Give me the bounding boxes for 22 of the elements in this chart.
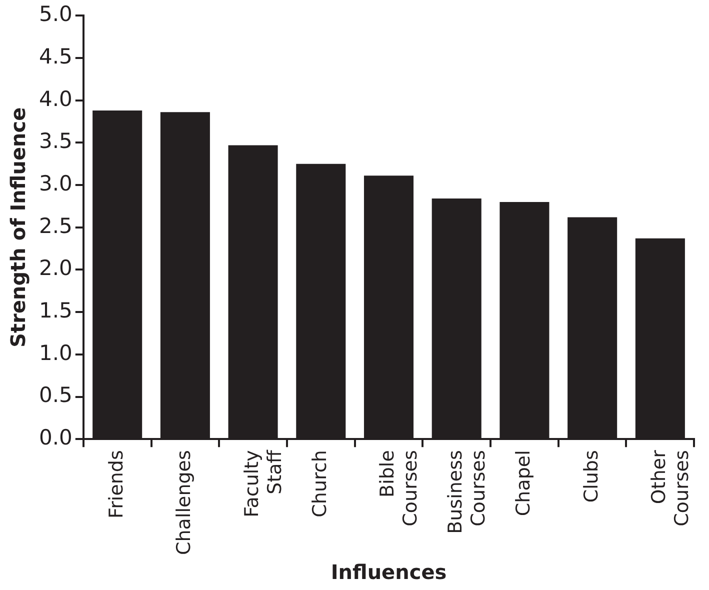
y-tick-label: 5.0 (38, 2, 72, 26)
x-tick-label: Other Courses (648, 450, 693, 526)
y-tick-label: 0.5 (38, 383, 72, 408)
x-tick-label: Bible Courses (376, 450, 422, 526)
y-axis-title: Strength of Influence (6, 107, 30, 348)
x-tick-label: Business Courses (444, 450, 490, 534)
x-tick-label: Friends (105, 450, 128, 518)
x-tick-label: Church (308, 450, 331, 518)
y-tick-label: 1.5 (38, 298, 72, 323)
y-tick-label: 2.5 (38, 214, 72, 238)
x-tick-label: Chapel (512, 450, 534, 516)
y-tick-label: 0.0 (38, 426, 72, 450)
y-tick-label: 2.0 (38, 256, 72, 280)
x-tick-label: Challenges (173, 450, 196, 555)
x-axis-title: Influences (330, 560, 447, 584)
x-tick-label: Clubs (580, 450, 602, 503)
y-tick-label: 1.0 (38, 340, 72, 365)
y-tick-label: 3.5 (38, 129, 72, 154)
y-tick-label: 4.0 (38, 86, 72, 111)
y-tick-label: 3.0 (38, 171, 72, 196)
y-tick-label: 4.5 (38, 44, 72, 68)
x-tick-label: Faculty Staff (240, 449, 286, 518)
